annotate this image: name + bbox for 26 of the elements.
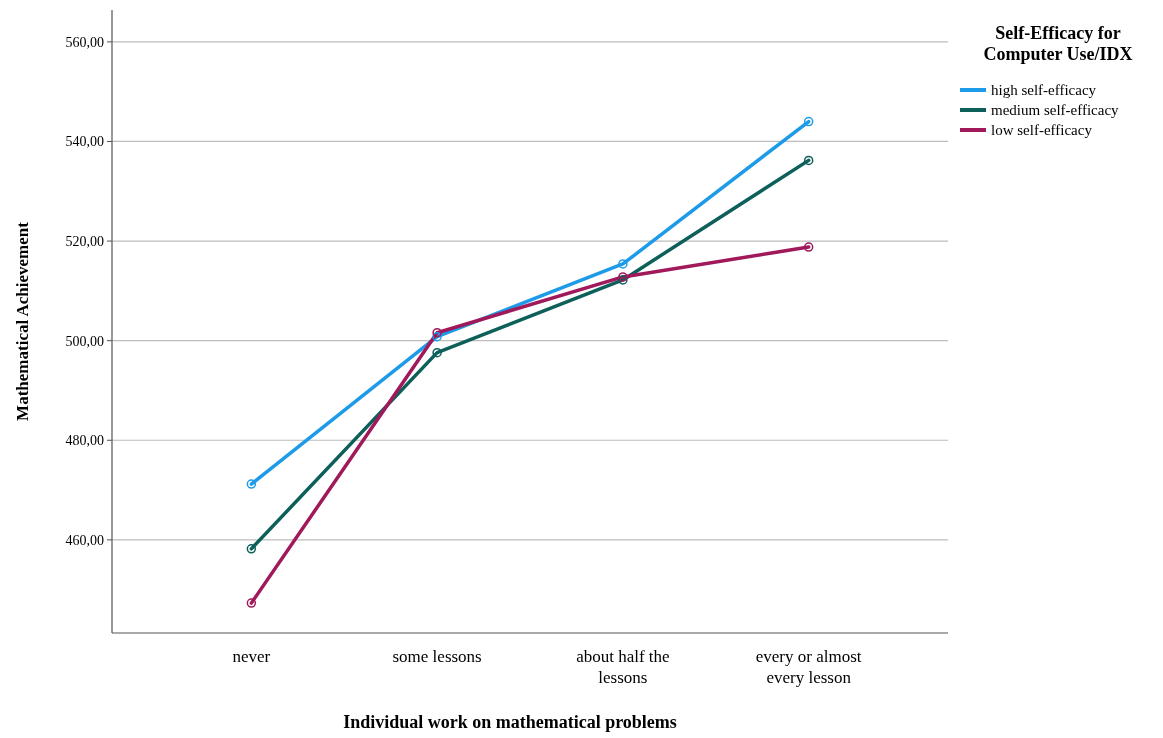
point [618, 259, 628, 269]
point [246, 598, 257, 608]
x-axis-title: Individual work on mathematical problems [343, 712, 677, 732]
legend-title: Self-Efficacy for Computer Use/IDX [983, 23, 1133, 64]
point [246, 544, 257, 554]
y-tick-label: 560,00 [65, 34, 104, 50]
point [803, 155, 814, 166]
y-tick-label: 480,00 [65, 433, 104, 449]
point [803, 116, 814, 127]
legend-label: low self-efficacy [991, 122, 1093, 139]
legend-label: medium self-efficacy [991, 102, 1120, 119]
y-axis-title: Mathematical Achievement [13, 221, 32, 421]
y-tick-label: 500,00 [65, 333, 104, 349]
point [432, 327, 442, 338]
x-tick-label: about half the lessons [576, 647, 670, 687]
x-tick-label: some lessons [392, 647, 482, 666]
point [803, 242, 814, 252]
point [432, 331, 442, 342]
y-tick-label: 540,00 [65, 134, 104, 150]
point [432, 347, 442, 358]
legend-label: high self-efficacy [991, 82, 1097, 99]
point [246, 479, 257, 489]
y-tick-label: 520,00 [65, 233, 104, 249]
x-tick-label: never [232, 647, 271, 666]
x-tick-label: every or almost every lesson [755, 647, 862, 687]
y-tick-label: 460,00 [65, 532, 104, 548]
